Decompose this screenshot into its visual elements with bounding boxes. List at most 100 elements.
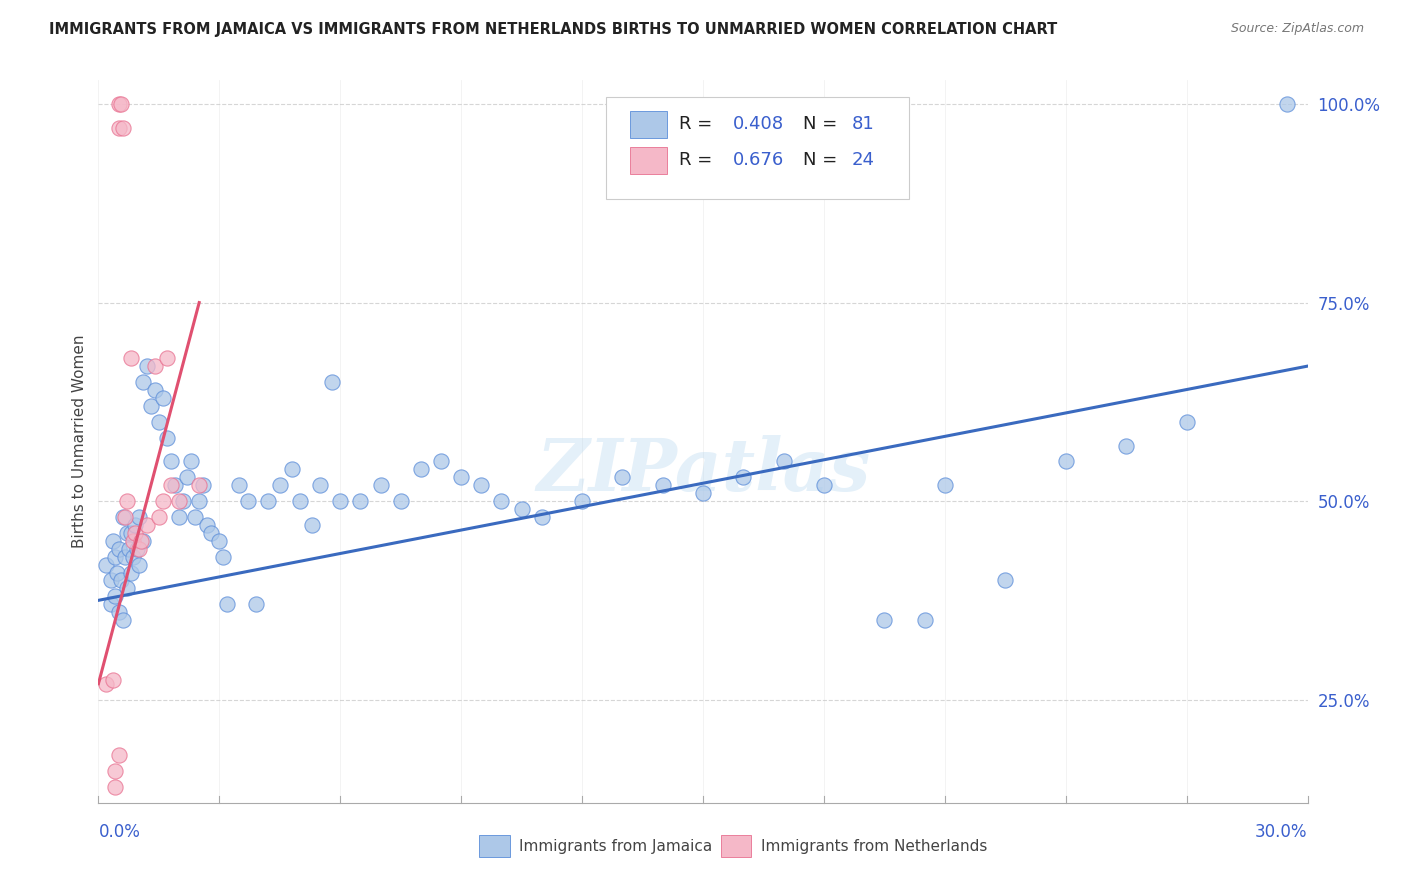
Point	[156, 431, 179, 445]
Text: ZIPatlas: ZIPatlas	[536, 435, 870, 506]
Point	[1175, 415, 1198, 429]
Point	[110, 574, 132, 588]
Point	[994, 574, 1017, 588]
Point	[612, 470, 634, 484]
Point	[450, 470, 472, 484]
Point	[118, 541, 141, 556]
Point	[301, 517, 323, 532]
Point	[120, 566, 142, 580]
Text: N =: N =	[803, 152, 844, 169]
Point	[180, 454, 202, 468]
Point	[200, 525, 222, 540]
Point	[733, 470, 755, 484]
Point	[132, 375, 155, 389]
Point	[101, 673, 124, 687]
Point	[692, 486, 714, 500]
Point	[128, 541, 150, 556]
Point	[160, 454, 183, 468]
Text: 30.0%: 30.0%	[1256, 822, 1308, 840]
Point	[176, 470, 198, 484]
Point	[114, 510, 136, 524]
Text: 0.408: 0.408	[734, 115, 785, 133]
Point	[321, 375, 343, 389]
Point	[103, 590, 125, 604]
Point	[124, 517, 146, 532]
Point	[349, 494, 371, 508]
FancyBboxPatch shape	[479, 835, 509, 857]
Point	[281, 462, 304, 476]
Point	[193, 478, 215, 492]
Point	[96, 676, 118, 690]
Point	[152, 494, 174, 508]
Point	[103, 780, 125, 794]
Point	[96, 558, 118, 572]
Point	[105, 566, 128, 580]
Point	[148, 510, 170, 524]
Point	[188, 478, 211, 492]
Point	[160, 478, 183, 492]
Point	[813, 478, 835, 492]
Point	[530, 510, 553, 524]
Point	[135, 517, 157, 532]
Point	[172, 494, 194, 508]
Point	[914, 613, 936, 627]
Point	[217, 597, 239, 611]
Point	[934, 478, 956, 492]
Point	[115, 494, 138, 508]
Text: Source: ZipAtlas.com: Source: ZipAtlas.com	[1230, 22, 1364, 36]
Point	[1054, 454, 1077, 468]
Point	[128, 558, 150, 572]
Point	[156, 351, 179, 366]
Point	[120, 525, 142, 540]
Text: 24: 24	[852, 152, 875, 169]
Point	[470, 478, 492, 492]
Point	[132, 533, 155, 548]
FancyBboxPatch shape	[630, 147, 666, 174]
Point	[111, 120, 134, 135]
Point	[100, 597, 122, 611]
Point	[873, 613, 896, 627]
Point	[107, 120, 129, 135]
Point	[256, 494, 278, 508]
Point	[135, 359, 157, 373]
Point	[188, 494, 211, 508]
Point	[139, 399, 162, 413]
Point	[103, 549, 125, 564]
Text: 0.0%: 0.0%	[98, 822, 141, 840]
Point	[115, 525, 138, 540]
Y-axis label: Births to Unmarried Women: Births to Unmarried Women	[72, 334, 87, 549]
Point	[167, 510, 190, 524]
Text: N =: N =	[803, 115, 844, 133]
Point	[772, 454, 794, 468]
Point	[100, 574, 122, 588]
FancyBboxPatch shape	[721, 835, 751, 857]
Text: IMMIGRANTS FROM JAMAICA VS IMMIGRANTS FROM NETHERLANDS BIRTHS TO UNMARRIED WOMEN: IMMIGRANTS FROM JAMAICA VS IMMIGRANTS FR…	[49, 22, 1057, 37]
Point	[370, 478, 392, 492]
Text: 81: 81	[852, 115, 875, 133]
Point	[288, 494, 311, 508]
Text: Immigrants from Jamaica: Immigrants from Jamaica	[519, 838, 713, 854]
Point	[143, 359, 166, 373]
Point	[245, 597, 267, 611]
Point	[121, 533, 143, 548]
Point	[1277, 97, 1299, 112]
Point	[152, 391, 174, 405]
FancyBboxPatch shape	[606, 97, 908, 200]
Point	[184, 510, 207, 524]
Point	[107, 748, 129, 763]
Point	[111, 613, 134, 627]
Text: Immigrants from Netherlands: Immigrants from Netherlands	[761, 838, 987, 854]
Point	[1115, 438, 1137, 452]
Text: 0.676: 0.676	[734, 152, 785, 169]
Point	[107, 97, 129, 112]
Point	[236, 494, 259, 508]
Point	[143, 383, 166, 397]
Point	[212, 549, 235, 564]
Point	[103, 764, 125, 778]
Point	[208, 533, 231, 548]
Point	[491, 494, 513, 508]
Point	[571, 494, 593, 508]
Text: R =: R =	[679, 115, 718, 133]
Point	[124, 525, 146, 540]
Point	[309, 478, 332, 492]
